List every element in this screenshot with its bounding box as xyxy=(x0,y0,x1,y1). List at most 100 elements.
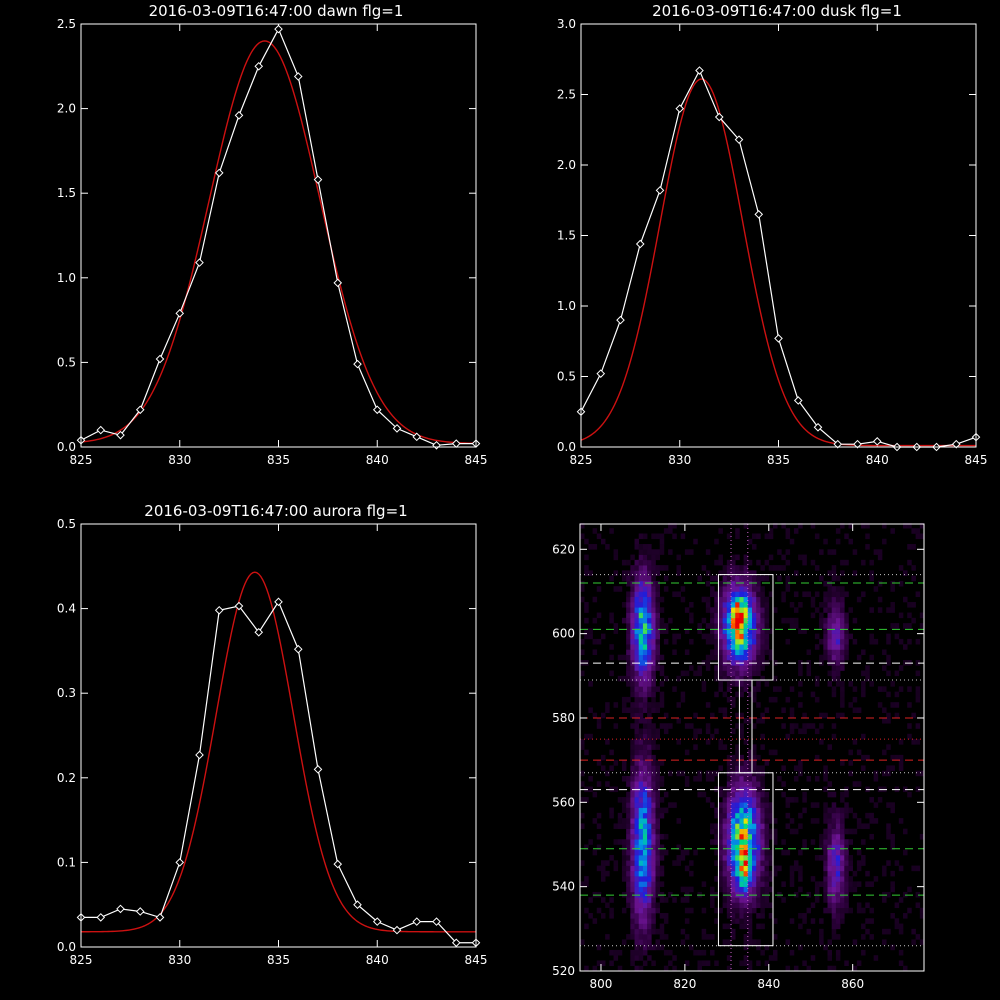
heatmap-cell xyxy=(865,533,870,540)
heatmap-cell xyxy=(638,860,644,866)
heatmap-cell xyxy=(689,870,694,877)
heatmap-cell xyxy=(781,565,786,571)
heatmap-cell xyxy=(630,670,635,677)
heatmap-cell xyxy=(756,660,761,666)
heatmap-cell xyxy=(894,670,900,677)
heatmap-cell xyxy=(835,881,841,887)
chart-dawn-data-point xyxy=(392,424,402,433)
heatmap-cell xyxy=(835,828,841,835)
heatmap-cell xyxy=(647,602,652,608)
heatmap-cell xyxy=(584,607,589,613)
heatmap-cell xyxy=(584,617,589,624)
heatmap-cell xyxy=(651,575,656,582)
heatmap-cell xyxy=(810,602,816,608)
heatmap-cell xyxy=(651,607,656,613)
heatmap-cell xyxy=(638,965,644,972)
heatmap-cell xyxy=(605,870,610,877)
heatmap-cell xyxy=(898,686,904,692)
heatmap-cell xyxy=(835,670,841,677)
heatmap-cell xyxy=(798,886,803,893)
heatmap-cell xyxy=(642,665,648,671)
heatmap-cell xyxy=(823,591,828,598)
heatmap-cell xyxy=(655,686,661,692)
heatmap-cell xyxy=(684,918,690,924)
heatmap-cell xyxy=(668,723,673,729)
heatmap-cell xyxy=(726,696,732,703)
heatmap-cell xyxy=(890,807,895,814)
heatmap-cell xyxy=(731,612,736,619)
heatmap-cell xyxy=(642,623,648,629)
heatmap-cell xyxy=(798,823,803,829)
heatmap-cell xyxy=(705,602,711,608)
heatmap-cell xyxy=(647,717,652,724)
heatmap-cell xyxy=(760,802,765,808)
heatmap-cell xyxy=(760,860,765,866)
chart-dawn-x-tick-label: 840 xyxy=(366,453,389,467)
heatmap-cell xyxy=(638,781,644,787)
heatmap-cell xyxy=(865,675,870,682)
heatmap-cell xyxy=(764,818,770,824)
heatmap-cell xyxy=(722,923,728,930)
chart-dusk-data-point xyxy=(734,135,744,144)
heatmap-cell xyxy=(705,607,711,613)
heatmap-cell xyxy=(739,670,744,677)
heatmap-cell xyxy=(701,617,707,624)
heatmap-cell xyxy=(714,638,719,645)
heatmap-cell xyxy=(710,638,715,645)
heatmap-cell xyxy=(814,802,820,808)
heatmap-cell xyxy=(798,760,803,766)
heatmap-cell xyxy=(638,828,644,835)
heatmap-cell xyxy=(634,617,640,624)
heatmap-cell xyxy=(642,607,648,613)
heatmap-cell xyxy=(621,907,627,914)
heatmap-cell xyxy=(848,839,853,845)
heatmap-cell xyxy=(777,549,782,555)
heatmap-cell xyxy=(647,860,652,866)
heatmap-cell xyxy=(638,744,644,750)
chart-dawn-fit-series xyxy=(80,40,477,445)
heatmap-cell xyxy=(890,870,895,877)
heatmap-cell xyxy=(739,612,744,619)
chart-dawn-data-point xyxy=(254,61,264,71)
heatmap-cell xyxy=(613,786,619,793)
heatmap-cell xyxy=(689,907,694,914)
heatmap-cell xyxy=(630,781,635,787)
heatmap-cell xyxy=(823,907,828,914)
heatmap-cell xyxy=(840,881,845,887)
heatmap-cell xyxy=(739,833,744,840)
heatmap-cell xyxy=(731,575,736,582)
heatmap-cell xyxy=(756,717,761,724)
heatmap-cell xyxy=(726,623,732,629)
heatmap-cell xyxy=(647,565,652,571)
heatmap-cell xyxy=(731,580,736,587)
heatmap-cell xyxy=(743,860,749,866)
heatmap-cell xyxy=(831,549,837,555)
heatmap-cell xyxy=(739,897,744,903)
heatmap-cell xyxy=(772,839,778,845)
heatmap-cell xyxy=(584,923,589,930)
heatmap-cell xyxy=(726,670,732,677)
heatmap-cell xyxy=(747,855,753,861)
heatmap-cell xyxy=(647,918,652,924)
heatmap-cell xyxy=(743,828,749,835)
heatmap-cell xyxy=(848,828,853,835)
heatmap-cell xyxy=(840,902,845,909)
heatmap-cell xyxy=(739,565,744,571)
heatmap-cell xyxy=(835,955,841,961)
heatmap-cell xyxy=(844,870,849,877)
heatmap-cell xyxy=(596,833,602,840)
heatmap-cell xyxy=(718,580,723,587)
heatmap-cell xyxy=(710,628,715,634)
heatmap-cell xyxy=(819,612,824,619)
heatmap-cell xyxy=(764,760,770,766)
heatmap-cell xyxy=(814,533,820,540)
heatmap-cell xyxy=(915,770,921,777)
heatmap-cell xyxy=(584,570,589,576)
heatmap-cell xyxy=(642,902,648,909)
heatmap-cell xyxy=(655,802,661,808)
heatmap-cell xyxy=(659,881,665,887)
heatmap-cell xyxy=(651,565,656,571)
heatmap-cell xyxy=(596,760,602,766)
heatmap-cell xyxy=(760,807,765,814)
heatmap-cell xyxy=(856,823,862,829)
